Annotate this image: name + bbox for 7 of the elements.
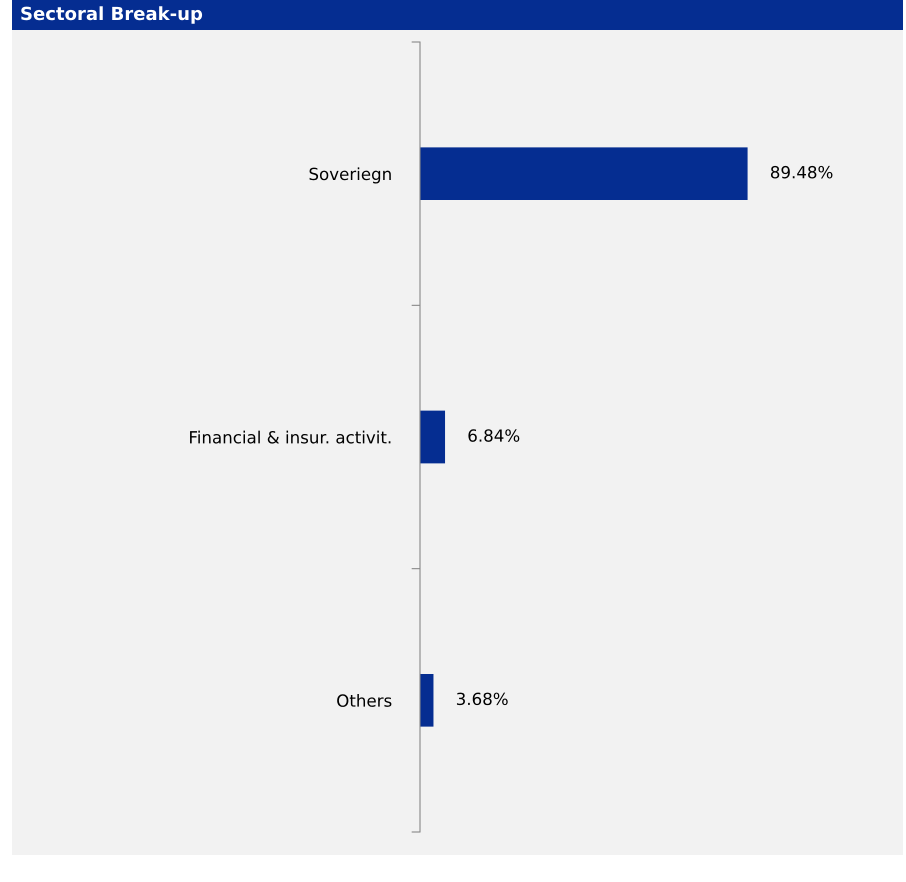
text: Sectoral Break-up (21, 6, 202, 24)
y-tick-label: Financial & insur. activit. (190, 430, 390, 444)
data-label: 6.84% (468, 429, 520, 442)
y-tick-label: Soveriegn (310, 167, 391, 184)
y-tick-label: Others (337, 694, 392, 707)
data-label: 89.48% (770, 166, 832, 179)
data-label: 3.68% (456, 692, 508, 706)
